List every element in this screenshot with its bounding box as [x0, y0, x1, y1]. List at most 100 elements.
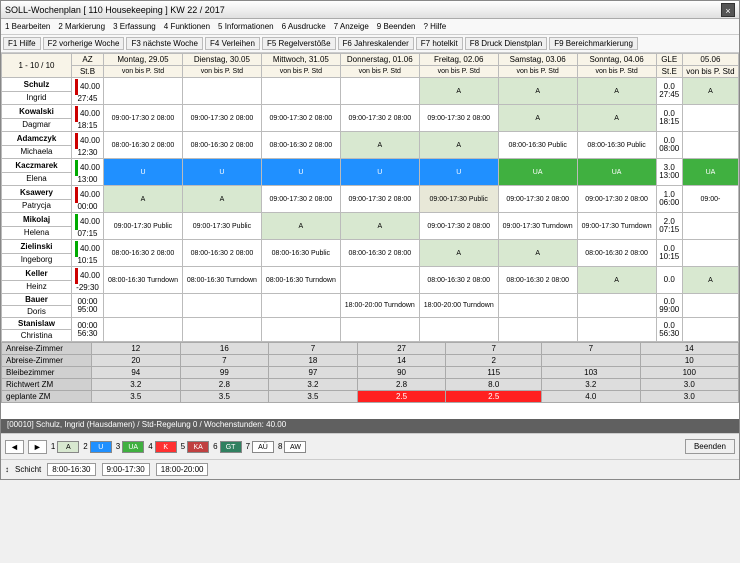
shift-cell[interactable]: 08:00-16:30 2 08:00: [419, 267, 498, 294]
shift-cell[interactable]: 09:00-17:30 2 08:00: [340, 186, 419, 213]
ext-cell[interactable]: A: [682, 78, 738, 105]
shift-cell[interactable]: A: [498, 240, 577, 267]
shift-time[interactable]: 18:00-20:00: [156, 463, 209, 476]
shift-cell[interactable]: 08:00-16:30 2 08:00: [340, 240, 419, 267]
shift-time[interactable]: 9:00-17:30: [102, 463, 150, 476]
shift-cell[interactable]: 09:00-17:30 Public: [182, 213, 261, 240]
day-header[interactable]: Donnerstag, 01.06: [340, 54, 419, 66]
shift-cell[interactable]: A: [261, 213, 340, 240]
shift-cell[interactable]: 08:00-16:30 2 08:00: [577, 240, 656, 267]
shift-cell[interactable]: U: [419, 159, 498, 186]
shift-cell[interactable]: U: [340, 159, 419, 186]
shift-cell[interactable]: [182, 294, 261, 318]
menu-item[interactable]: 1 Bearbeiten: [5, 22, 50, 31]
shift-cell[interactable]: [419, 318, 498, 342]
ext-cell[interactable]: [682, 132, 738, 159]
shift-cell[interactable]: A: [419, 132, 498, 159]
legend-item[interactable]: 4K: [148, 441, 176, 453]
day-header[interactable]: Mittwoch, 31.05: [261, 54, 340, 66]
toolbar-button[interactable]: F1 Hilfe: [3, 37, 41, 50]
shift-cell[interactable]: 09:00-17:30 2 08:00: [104, 105, 183, 132]
day-header[interactable]: Samstag, 03.06: [498, 54, 577, 66]
shift-arrow[interactable]: ↕: [5, 465, 9, 474]
shift-cell[interactable]: A: [104, 186, 183, 213]
shift-cell[interactable]: A: [577, 78, 656, 105]
shift-cell[interactable]: 09:00-17:30 2 08:00: [182, 105, 261, 132]
shift-cell[interactable]: 09:00-17:30 Turndown: [577, 213, 656, 240]
employee-name[interactable]: Ksawery: [2, 186, 72, 200]
menu-item[interactable]: 4 Funktionen: [164, 22, 210, 31]
shift-cell[interactable]: A: [182, 186, 261, 213]
toolbar-button[interactable]: F9 Bereichmarkierung: [549, 37, 638, 50]
shift-cell[interactable]: [261, 318, 340, 342]
toolbar-button[interactable]: F5 Regelverstöße: [262, 37, 336, 50]
shift-cell[interactable]: UA: [498, 159, 577, 186]
beenden-button[interactable]: Beenden: [685, 439, 735, 454]
shift-cell[interactable]: 18:00-20:00 Turndown: [340, 294, 419, 318]
ext-cell[interactable]: [682, 294, 738, 318]
ext-cell[interactable]: [682, 240, 738, 267]
shift-cell[interactable]: 09:00-17:30 2 08:00: [419, 105, 498, 132]
shift-cell[interactable]: A: [340, 213, 419, 240]
shift-cell[interactable]: 18:00-20:00 Turndown: [419, 294, 498, 318]
toolbar-button[interactable]: F8 Druck Dienstplan: [465, 37, 547, 50]
legend-item[interactable]: 6GT: [213, 441, 241, 453]
shift-cell[interactable]: [340, 78, 419, 105]
shift-cell[interactable]: A: [419, 240, 498, 267]
shift-cell[interactable]: [261, 294, 340, 318]
employee-name[interactable]: Schulz: [2, 78, 72, 92]
menu-item[interactable]: ? Hilfe: [424, 22, 447, 31]
shift-cell[interactable]: 08:00-16:30 Turndown: [182, 267, 261, 294]
legend-item[interactable]: 3UA: [116, 441, 144, 453]
employee-name[interactable]: Zielinski: [2, 240, 72, 254]
shift-cell[interactable]: 08:00-16:30 2 08:00: [104, 240, 183, 267]
legend-item[interactable]: 7AÜ: [246, 441, 274, 453]
shift-cell[interactable]: [340, 267, 419, 294]
shift-cell[interactable]: [340, 318, 419, 342]
shift-cell[interactable]: A: [419, 78, 498, 105]
shift-cell[interactable]: [104, 318, 183, 342]
shift-cell[interactable]: 09:00-17:30 2 08:00: [261, 186, 340, 213]
shift-cell[interactable]: [577, 318, 656, 342]
ext-cell[interactable]: 09:00-: [682, 186, 738, 213]
shift-cell[interactable]: U: [182, 159, 261, 186]
employee-name[interactable]: Mikolaj: [2, 213, 72, 227]
shift-cell[interactable]: 09:00-17:30 2 08:00: [577, 186, 656, 213]
menu-item[interactable]: 5 Informationen: [218, 22, 274, 31]
shift-cell[interactable]: A: [340, 132, 419, 159]
shift-cell[interactable]: 09:00-17:30 Public: [419, 186, 498, 213]
employee-name[interactable]: Kowalski: [2, 105, 72, 119]
shift-cell[interactable]: 09:00-17:30 Turndown: [498, 213, 577, 240]
menu-item[interactable]: 3 Erfassung: [113, 22, 156, 31]
toolbar-button[interactable]: F4 Verleihen: [205, 37, 260, 50]
shift-cell[interactable]: [498, 294, 577, 318]
shift-cell[interactable]: 08:00-16:30 2 08:00: [182, 240, 261, 267]
ext-cell[interactable]: [682, 105, 738, 132]
shift-cell[interactable]: 08:00-16:30 Public: [498, 132, 577, 159]
employee-name[interactable]: Bauer: [2, 294, 72, 306]
ext-cell[interactable]: A: [682, 267, 738, 294]
nav-next[interactable]: ►: [28, 440, 47, 454]
shift-cell[interactable]: A: [577, 105, 656, 132]
shift-cell[interactable]: 08:00-16:30 2 08:00: [498, 267, 577, 294]
toolbar-button[interactable]: F6 Jahreskalender: [338, 37, 414, 50]
close-icon[interactable]: ×: [721, 3, 735, 17]
toolbar-button[interactable]: F2 vorherige Woche: [43, 37, 125, 50]
shift-cell[interactable]: UA: [577, 159, 656, 186]
menu-item[interactable]: 2 Markierung: [58, 22, 105, 31]
shift-cell[interactable]: 08:00-16:30 Turndown: [261, 267, 340, 294]
employee-name[interactable]: Adamczyk: [2, 132, 72, 146]
shift-cell[interactable]: 09:00-17:30 2 08:00: [498, 186, 577, 213]
shift-cell[interactable]: A: [498, 105, 577, 132]
ext-cell[interactable]: [682, 213, 738, 240]
shift-cell[interactable]: 08:00-16:30 2 08:00: [182, 132, 261, 159]
nav-prev[interactable]: ◄: [5, 440, 24, 454]
shift-cell[interactable]: [104, 78, 183, 105]
ext-cell[interactable]: [682, 318, 738, 342]
shift-cell[interactable]: [182, 78, 261, 105]
shift-cell[interactable]: 09:00-17:30 2 08:00: [419, 213, 498, 240]
menu-item[interactable]: 7 Anzeige: [334, 22, 369, 31]
shift-cell[interactable]: 08:00-16:30 2 08:00: [261, 132, 340, 159]
shift-cell[interactable]: A: [498, 78, 577, 105]
legend-item[interactable]: 1A: [51, 441, 79, 453]
